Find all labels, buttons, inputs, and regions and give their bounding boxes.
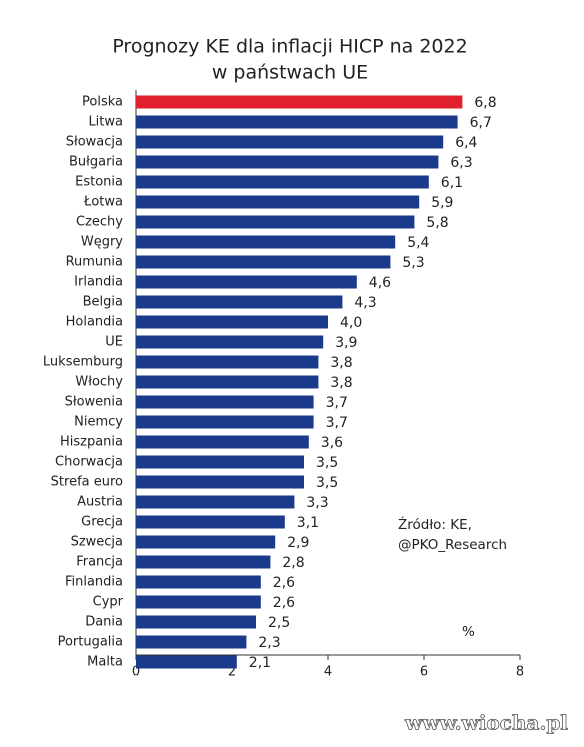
category-label: Słowacja — [66, 135, 123, 150]
category-label: Francja — [76, 555, 123, 570]
value-label: 3,6 — [321, 435, 343, 451]
value-label: 3,5 — [316, 475, 338, 491]
category-label: Grecja — [81, 515, 123, 530]
bar — [136, 515, 285, 529]
unit-label: % — [462, 624, 475, 640]
bar — [136, 555, 271, 569]
category-label: Hiszpania — [60, 435, 123, 450]
bar — [136, 115, 458, 129]
value-label: 2,3 — [258, 635, 280, 651]
bar — [136, 195, 420, 209]
bar — [136, 495, 295, 509]
x-tick-label: 6 — [420, 665, 428, 680]
bar — [136, 215, 415, 229]
bar — [136, 595, 261, 609]
bar — [136, 635, 247, 649]
bar — [136, 335, 324, 349]
value-label: 3,3 — [306, 495, 328, 511]
category-label: Austria — [77, 495, 123, 510]
value-label: 6,3 — [450, 155, 472, 171]
annotation: Źródło: KE, — [398, 515, 472, 533]
category-label: Czechy — [76, 215, 123, 230]
bar — [136, 95, 463, 109]
bar — [136, 355, 319, 369]
category-label: Strefa euro — [51, 475, 123, 490]
value-label: 3,8 — [330, 355, 352, 371]
bar — [136, 235, 396, 249]
category-label: Słowenia — [65, 395, 123, 410]
category-label: Estonia — [75, 175, 123, 190]
x-tick-label: 4 — [324, 665, 332, 680]
value-label: 6,1 — [441, 175, 463, 191]
x-tick-label: 0 — [132, 665, 140, 680]
bar — [136, 435, 309, 449]
bar — [136, 155, 439, 169]
category-label: Irlandia — [74, 275, 123, 290]
category-label: Portugalia — [58, 635, 123, 650]
bar — [136, 535, 276, 549]
value-label: 5,4 — [407, 235, 429, 251]
category-label: Belgia — [83, 295, 123, 310]
bar — [136, 295, 343, 309]
chart-title: w państwach UE — [212, 62, 368, 84]
value-label: 3,7 — [326, 395, 348, 411]
value-label: 3,9 — [335, 335, 357, 351]
category-label: Chorwacja — [55, 455, 123, 470]
category-label: Bułgaria — [69, 155, 123, 170]
category-label: Malta — [87, 655, 123, 670]
category-label: Szwecja — [71, 535, 123, 550]
value-label: 5,9 — [431, 195, 453, 211]
value-label: 3,1 — [297, 515, 319, 531]
value-label: 3,5 — [316, 455, 338, 471]
category-label: Litwa — [88, 115, 123, 130]
value-label: 4,3 — [354, 295, 376, 311]
bar — [136, 315, 328, 329]
category-label: Rumunia — [66, 255, 123, 270]
bar — [136, 395, 314, 409]
bar — [136, 135, 444, 149]
bar — [136, 655, 237, 669]
category-label: Łotwa — [83, 195, 123, 210]
category-label: Luksemburg — [43, 355, 123, 370]
category-label: Polska — [82, 95, 123, 110]
value-label: 2,5 — [268, 615, 290, 631]
annotation: @PKO_Research — [398, 537, 507, 553]
category-label: UE — [105, 335, 123, 350]
bar — [136, 255, 391, 269]
chart-title: Prognozy KE dla inflacji HICP na 2022 — [112, 36, 467, 58]
category-label: Węgry — [81, 235, 123, 250]
bar — [136, 175, 429, 189]
category-label: Finlandia — [65, 575, 123, 590]
category-label: Niemcy — [74, 415, 123, 430]
bar — [136, 415, 314, 429]
value-label: 6,4 — [455, 135, 477, 151]
value-label: 2,6 — [273, 575, 295, 591]
watermark: www.wiocha.pl — [404, 711, 568, 735]
x-tick-label: 2 — [228, 665, 236, 680]
bar — [136, 275, 357, 289]
value-label: 2,9 — [287, 535, 309, 551]
value-label: 2,6 — [273, 595, 295, 611]
bar — [136, 455, 304, 469]
category-label: Holandia — [66, 315, 123, 330]
value-label: 3,8 — [330, 375, 352, 391]
category-label: Cypr — [93, 595, 124, 610]
value-label: 6,7 — [470, 115, 492, 131]
category-label: Włochy — [75, 375, 123, 390]
value-label: 4,6 — [369, 275, 391, 291]
value-label: 2,8 — [282, 555, 304, 571]
x-tick-label: 8 — [516, 665, 524, 680]
value-label: 6,8 — [474, 95, 496, 111]
bar — [136, 375, 319, 389]
bar — [136, 615, 256, 629]
value-label: 5,3 — [402, 255, 424, 271]
bar — [136, 475, 304, 489]
bar — [136, 575, 261, 589]
value-label: 4,0 — [340, 315, 362, 331]
value-label: 2,1 — [249, 655, 271, 671]
category-label: Dania — [85, 615, 123, 630]
value-label: 5,8 — [426, 215, 448, 231]
value-label: 3,7 — [326, 415, 348, 431]
